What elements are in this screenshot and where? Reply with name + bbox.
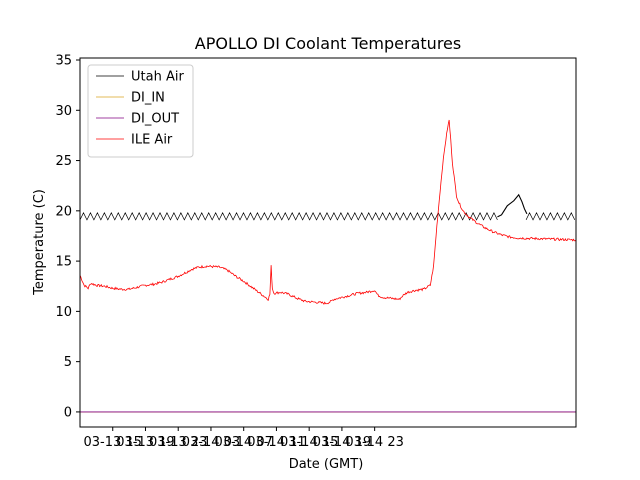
series-line-ile-air xyxy=(80,119,576,305)
series-utah-air xyxy=(80,193,576,221)
y-tick-label: 35 xyxy=(55,54,72,69)
x-tick-label: 03-14 11 xyxy=(247,435,305,450)
y-tick-label: 5 xyxy=(64,355,72,370)
legend-label-ile-air: ILE Air xyxy=(131,133,173,148)
legend-label-utah-air: Utah Air xyxy=(131,70,184,85)
y-tick-label: 0 xyxy=(64,405,72,420)
series-line-utah-air-segment-0 xyxy=(80,212,498,221)
series-group xyxy=(80,119,576,413)
x-tick-label: 03-14 23 xyxy=(345,435,403,450)
y-tick-label: 15 xyxy=(55,255,72,270)
x-tick-label: 03-14 19 xyxy=(313,435,371,450)
series-ile-air xyxy=(80,119,576,305)
x-tick-label: 03-14 03 xyxy=(182,435,240,450)
x-tick-label: 03-13 23 xyxy=(149,435,207,450)
x-tick-label: 03-13 19 xyxy=(116,435,174,450)
x-axis-label: Date (GMT) xyxy=(289,457,364,472)
y-tick-label: 30 xyxy=(55,104,72,119)
y-tick-label: 25 xyxy=(55,154,72,169)
x-tick-label: 03-13 15 xyxy=(84,435,142,450)
series-line-utah-air-transition xyxy=(497,193,528,218)
chart-title: APOLLO DI Coolant Temperatures xyxy=(195,34,461,53)
y-tick-label: 10 xyxy=(55,305,72,320)
plot-area xyxy=(80,119,576,413)
plot-frame xyxy=(79,57,577,428)
series-line-utah-air-segment-1 xyxy=(525,212,576,221)
x-tick-label: 03-14 15 xyxy=(280,435,338,450)
legend-label-di-in: DI_IN xyxy=(131,91,165,106)
legend-box xyxy=(87,64,194,158)
legend: Utah Air DI_IN DI_OUT ILE Air xyxy=(87,64,194,158)
legend-label-di-out: DI_OUT xyxy=(131,112,179,127)
x-tick-label: 03-14 07 xyxy=(214,435,272,450)
y-tick-label: 20 xyxy=(55,204,72,219)
y-axis-label: Temperature (C) xyxy=(32,189,47,296)
